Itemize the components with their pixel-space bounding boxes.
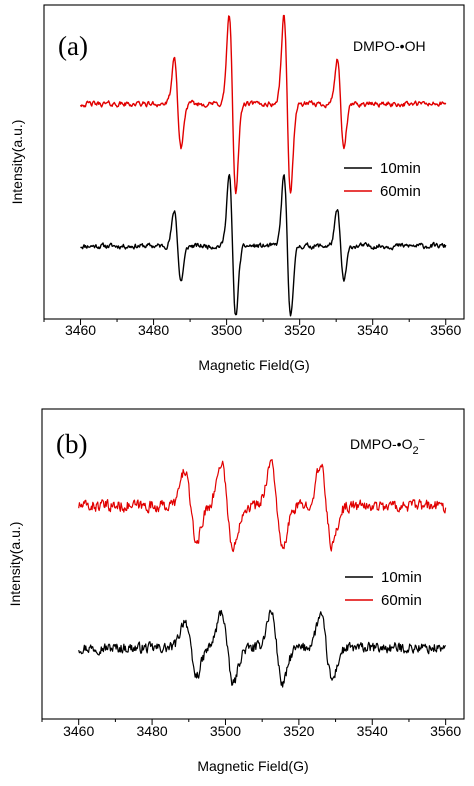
spin-adduct-annotation: DMPO-•O2− <box>350 434 425 457</box>
x-tick-label: 3460 <box>63 723 94 739</box>
spectra <box>79 14 447 317</box>
x-tick-label: 3520 <box>284 322 315 338</box>
panel-label: (b) <box>56 429 87 459</box>
x-tick-label: 3500 <box>211 322 242 338</box>
chart-panel-a: 3460 3480 3500 3520 3540 3560 Magnetic Field(G… <box>9 4 465 373</box>
y-axis-label: Intensity(a.u.) <box>9 120 25 205</box>
legend: 10min 60min <box>344 160 421 200</box>
x-tick-label: 3500 <box>210 723 241 739</box>
x-tick-label: 3480 <box>137 723 168 739</box>
x-tick-label: 3520 <box>283 723 314 739</box>
plot-frame <box>41 408 465 720</box>
x-tick-label: 3460 <box>65 322 96 338</box>
legend-label-10min: 10min <box>380 160 421 177</box>
legend: 10min 60min <box>345 569 422 609</box>
series-line-10min <box>80 173 447 317</box>
x-tick-label: 3560 <box>430 723 461 739</box>
spin-adduct-annotation: DMPO-•OH <box>353 38 426 54</box>
y-axis-label: Intensity(a.u.) <box>7 522 23 607</box>
legend-label-60min: 60min <box>380 183 421 200</box>
series-line-60min <box>78 459 447 553</box>
x-tick-label: 3540 <box>357 322 388 338</box>
x-tick-label: 3560 <box>430 322 461 338</box>
spectra <box>78 459 447 688</box>
x-tick-label: 3480 <box>138 322 169 338</box>
x-tick-label: 3540 <box>357 723 388 739</box>
series-line-10min <box>78 609 447 688</box>
plot-frame <box>43 4 465 320</box>
panel-label: (a) <box>58 31 88 61</box>
legend-label-10min: 10min <box>381 569 422 586</box>
x-axis: 3460 3480 3500 3520 3540 3560 <box>43 319 462 338</box>
x-axis: 3460 3480 3500 3520 3540 3560 <box>41 719 461 739</box>
series-line-60min <box>79 14 447 195</box>
chart-panel-b: 3460 3480 3500 3520 3540 3560 Magnetic Field(G… <box>7 408 465 774</box>
x-axis-label: Magnetic Field(G) <box>198 357 309 373</box>
x-axis-label: Magnetic Field(G) <box>197 758 308 774</box>
legend-label-60min: 60min <box>381 592 422 609</box>
